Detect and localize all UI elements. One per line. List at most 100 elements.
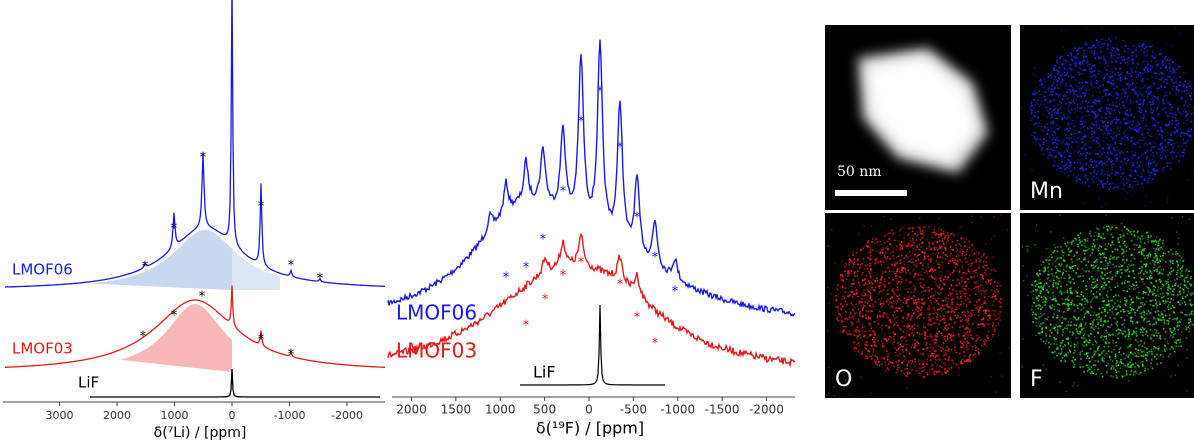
pixel	[1178, 320, 1180, 323]
pixel	[1171, 113, 1174, 115]
pixel	[847, 295, 849, 298]
pixel	[1044, 106, 1047, 109]
pixel	[977, 257, 980, 260]
pixel	[1125, 122, 1128, 124]
pixel	[1170, 144, 1172, 146]
pixel	[874, 242, 877, 244]
pixel	[1179, 268, 1182, 270]
pixel	[1151, 116, 1154, 119]
pixel	[1075, 330, 1078, 333]
pixel	[907, 313, 909, 315]
pixel	[941, 318, 944, 321]
pixel	[1069, 155, 1072, 157]
pixel	[917, 298, 919, 300]
pixel	[1112, 137, 1114, 140]
pixel	[1108, 147, 1111, 149]
pixel	[961, 342, 963, 345]
pixel	[1142, 169, 1145, 172]
pixel	[1068, 165, 1071, 167]
pixel	[1112, 375, 1114, 378]
pixel	[1157, 248, 1160, 250]
pixel	[916, 344, 918, 346]
pixel	[874, 338, 876, 341]
pixel	[1044, 297, 1047, 299]
pixel	[1039, 332, 1041, 335]
pixel	[1074, 349, 1076, 352]
pixel	[1155, 152, 1158, 154]
pixel	[1153, 329, 1156, 331]
pixel	[1143, 248, 1146, 250]
pixel	[1056, 55, 1058, 57]
pixel	[1061, 78, 1063, 80]
pixel	[1122, 101, 1124, 103]
pixel	[1086, 355, 1089, 357]
pixel	[853, 263, 856, 265]
pixel	[1155, 317, 1157, 320]
pixel	[853, 348, 855, 350]
pixel	[1116, 79, 1118, 81]
pixel	[1068, 88, 1071, 91]
pixel	[894, 317, 896, 320]
pixel	[1035, 132, 1037, 135]
pixel	[1126, 199, 1129, 201]
pixel	[991, 289, 993, 291]
pixel	[861, 326, 864, 329]
pixel	[1156, 363, 1159, 366]
pixel	[887, 232, 890, 234]
pixel	[1184, 314, 1186, 316]
pixel	[943, 238, 946, 240]
pixel	[1055, 78, 1057, 81]
pixel	[961, 318, 964, 321]
pixel	[1115, 172, 1118, 174]
pixel	[920, 309, 922, 311]
pixel	[1070, 170, 1072, 173]
pixel	[1141, 43, 1144, 46]
pixel	[1169, 273, 1172, 276]
pixel	[938, 217, 940, 220]
pixel	[1058, 265, 1061, 267]
pixel	[1136, 63, 1139, 65]
pixel	[1051, 127, 1053, 129]
pixel	[1139, 371, 1142, 374]
pixel	[1130, 233, 1133, 236]
pixel	[965, 285, 967, 287]
pixel	[968, 320, 970, 322]
pixel	[1129, 307, 1131, 309]
pixel	[1047, 88, 1049, 91]
pixel	[1132, 129, 1135, 131]
pixel	[1107, 262, 1109, 265]
pixel	[984, 342, 986, 344]
pixel	[1103, 77, 1106, 79]
pixel	[1106, 352, 1108, 355]
pixel	[1054, 338, 1056, 341]
pixel	[1102, 84, 1104, 86]
pixel	[956, 249, 959, 252]
pixel	[1151, 66, 1153, 69]
pixel	[1142, 117, 1145, 120]
pixel	[1165, 157, 1167, 159]
pixel	[1177, 321, 1179, 324]
pixel	[1084, 297, 1086, 300]
pixel	[930, 301, 932, 304]
pixel	[848, 254, 850, 257]
pixel	[1130, 68, 1133, 70]
pixel	[1037, 332, 1040, 334]
pixel	[1097, 360, 1099, 363]
pixel	[952, 257, 954, 260]
pixel	[1152, 305, 1154, 307]
pixel	[1114, 105, 1117, 107]
pixel	[1129, 373, 1131, 376]
pixel	[916, 233, 919, 236]
pixel	[1071, 123, 1073, 125]
pixel	[1157, 242, 1160, 244]
peak-marker: *	[288, 259, 295, 274]
pixel	[906, 387, 908, 390]
pixel	[1092, 175, 1095, 178]
pixel	[1075, 239, 1077, 241]
pixel	[936, 278, 938, 281]
pixel	[1148, 45, 1150, 48]
pixel	[1072, 141, 1074, 143]
pixel	[875, 238, 878, 240]
pixel	[914, 301, 917, 304]
